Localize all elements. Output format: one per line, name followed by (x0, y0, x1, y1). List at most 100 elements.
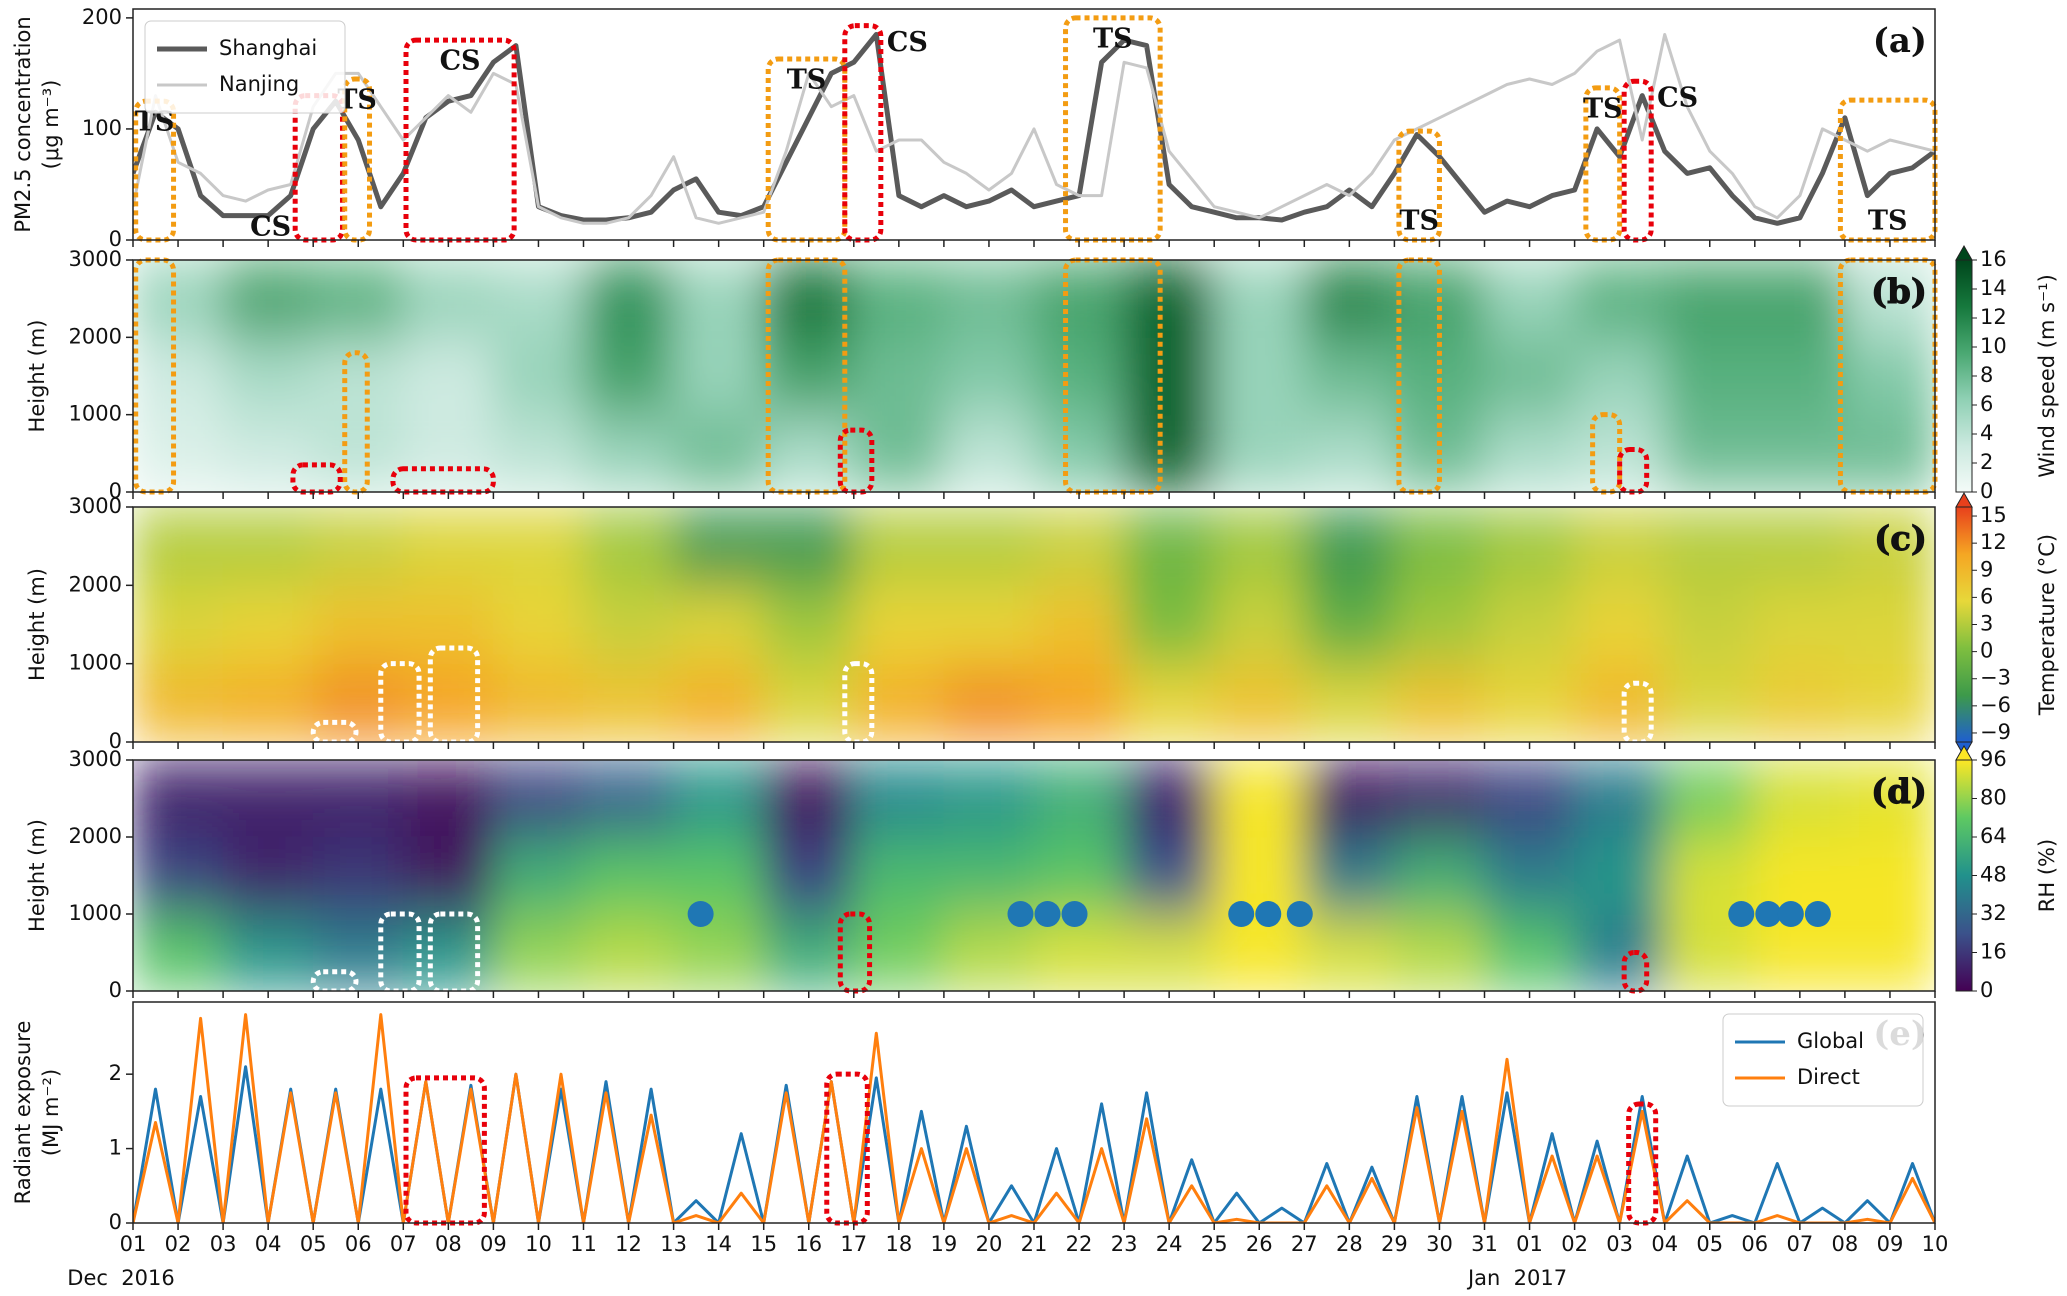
heat-cell (1123, 260, 1215, 338)
heat-cell (1213, 414, 1305, 492)
heat-cell (402, 260, 494, 338)
heat-cell (763, 260, 855, 338)
heat-cell (1033, 760, 1125, 838)
heat-cell (402, 336, 494, 416)
x-tick-label: 01 (1516, 1232, 1543, 1256)
colorbar (1955, 259, 1973, 493)
y-tick-label: 200 (82, 5, 122, 29)
heat-cell (1574, 507, 1666, 586)
heat-cell (492, 507, 584, 586)
heatmap-cells (133, 760, 1935, 991)
colorbar-tick-label: 12 (1980, 530, 2007, 554)
x-tick-label: 26 (1246, 1232, 1273, 1256)
y-axis-label: (μg m⁻³) (39, 80, 63, 170)
y-tick-label: 0 (109, 227, 122, 251)
x-tick-label: 08 (435, 1232, 462, 1256)
colorbar-tick-label: 48 (1980, 863, 2007, 887)
heat-cell (402, 913, 494, 991)
heat-cell (402, 584, 494, 665)
heat-cell (312, 336, 404, 416)
heat-cell (943, 584, 1035, 665)
marker (1755, 901, 1782, 927)
heat-cell (583, 760, 675, 838)
y-tick-label: 1000 (69, 651, 122, 675)
heat-cell (133, 414, 224, 492)
heat-cell (1303, 336, 1395, 416)
event-box (765, 56, 848, 243)
annotation-label: TS (1868, 206, 1908, 237)
heat-cell (1754, 336, 1846, 416)
colorbar-tick-label: 0 (1980, 978, 1993, 1002)
y-tick-label: 0 (109, 1210, 122, 1234)
heat-cell (943, 414, 1035, 492)
heat-cell (222, 584, 314, 665)
heat-cell (1033, 414, 1125, 492)
heat-cell (492, 663, 584, 742)
heat-cell (312, 836, 404, 915)
x-tick-label: 05 (300, 1232, 327, 1256)
heat-cell (583, 414, 675, 492)
panel-label: (b) (1871, 272, 1927, 312)
x-tick-label: 06 (1741, 1232, 1768, 1256)
heat-cell (673, 760, 765, 838)
colorbar-tick-label: −6 (1980, 693, 2011, 717)
x-tick-label: 03 (1606, 1232, 1633, 1256)
y-tick-label: 1000 (69, 402, 122, 426)
x-tick-label: 07 (390, 1232, 417, 1256)
heat-cell (1844, 260, 1935, 338)
heat-cell (1303, 913, 1395, 991)
colorbar-extend (1955, 744, 1973, 761)
heat-cell (1574, 336, 1666, 416)
heat-cell (583, 584, 675, 665)
x-tick-label: 06 (345, 1232, 372, 1256)
heat-cell (1664, 336, 1756, 416)
marker (1728, 901, 1755, 927)
heat-cell (492, 760, 584, 838)
colorbar-tick-label: 6 (1980, 584, 1993, 608)
heat-cell (222, 336, 314, 416)
y-tick-label: 2000 (69, 824, 122, 848)
x-tick-label: 19 (931, 1232, 958, 1256)
x-tick-label: 02 (1561, 1232, 1588, 1256)
x-tick-label: 07 (1786, 1232, 1813, 1256)
legend-label: Global (1797, 1029, 1864, 1053)
heat-cell (1574, 836, 1666, 915)
heat-cell (1303, 663, 1395, 742)
x-tick-label: 27 (1291, 1232, 1318, 1256)
colorbar-tick-label: 15 (1980, 503, 2007, 527)
x-tick-label: 15 (750, 1232, 777, 1256)
x-tick-label: 29 (1381, 1232, 1408, 1256)
heat-cell (853, 584, 945, 665)
heat-cell (1844, 663, 1935, 742)
x-tick-label: 20 (976, 1232, 1003, 1256)
legend-label: Nanjing (219, 72, 299, 96)
x-tick-label: 12 (615, 1232, 642, 1256)
heat-cell (1033, 507, 1125, 586)
colorbar-label: RH (%) (2035, 839, 2059, 912)
heat-cell (1303, 507, 1395, 586)
heat-cell (763, 336, 855, 416)
y-axis-label: PM2.5 concentration (11, 16, 35, 232)
series-line (133, 1065, 1935, 1223)
heat-cell (1754, 507, 1846, 586)
heat-cell (763, 507, 855, 586)
heat-cell (1213, 336, 1305, 416)
x-tick-label: 09 (480, 1232, 507, 1256)
heat-cell (1844, 836, 1935, 915)
plot-frame (132, 1001, 1936, 1224)
heat-cell (402, 414, 494, 492)
heat-cell (312, 507, 404, 586)
heat-cell (492, 260, 584, 338)
heat-cell (402, 760, 494, 838)
x-tick-label: 08 (1832, 1232, 1859, 1256)
heat-cell (583, 260, 675, 338)
event-box (842, 23, 884, 243)
heat-cell (1664, 414, 1756, 492)
event-box (1396, 128, 1442, 243)
heat-cell (763, 913, 855, 991)
heat-cell (1664, 507, 1756, 586)
x-tick-label: 28 (1336, 1232, 1363, 1256)
marker (1228, 901, 1255, 927)
colorbar-tick-label: 0 (1980, 479, 1993, 503)
panel-label: (d) (1871, 772, 1927, 812)
